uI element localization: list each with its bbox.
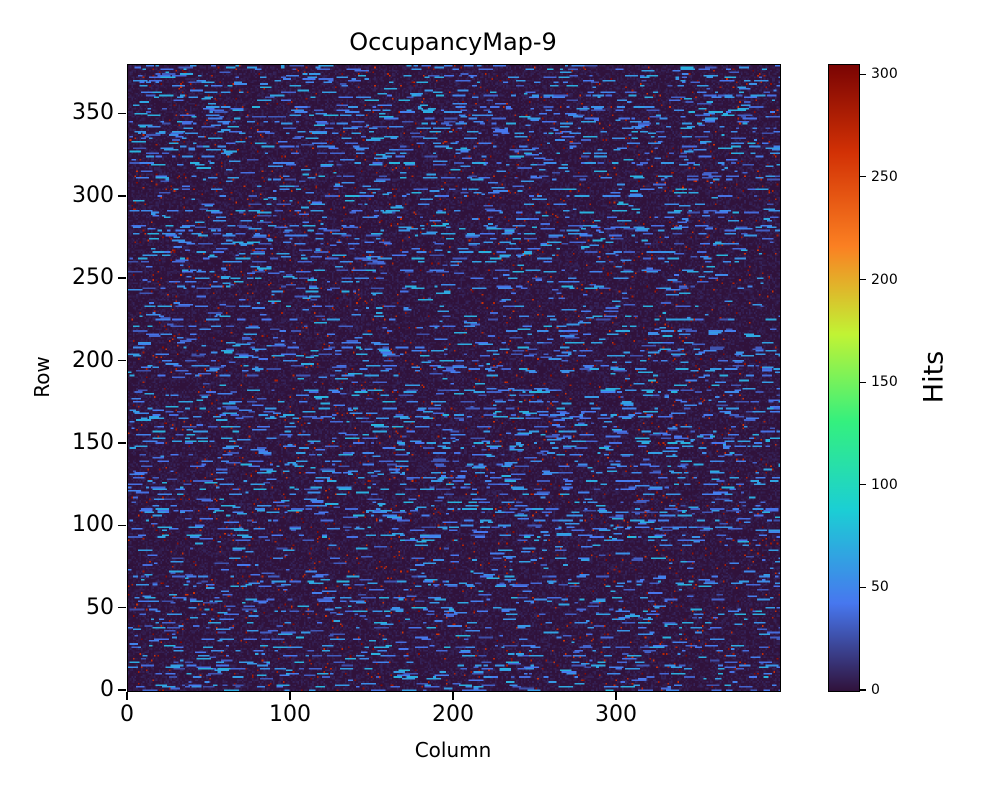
y-tick-mark	[118, 359, 126, 362]
colorbar-tick-mark	[860, 381, 866, 383]
colorbar-tick-mark	[860, 278, 866, 281]
x-tick-mark	[126, 692, 128, 700]
colorbar-tick-label: 150	[871, 374, 898, 391]
y-tick-mark	[118, 195, 126, 197]
y-tick-label: 100	[72, 512, 114, 538]
colorbar-tick-mark	[860, 586, 866, 588]
colorbar-tick-label: 200	[871, 271, 898, 288]
x-tick-label: 200	[432, 702, 474, 727]
y-tick-mark	[118, 606, 126, 609]
y-tick-label: 300	[72, 182, 114, 208]
y-tick-label: 250	[72, 265, 114, 291]
colorbar-tick-label: 100	[871, 476, 898, 493]
chart-title: OccupancyMap-9	[349, 28, 557, 56]
x-tick-label: 100	[269, 702, 311, 727]
heatmap-canvas	[128, 65, 780, 691]
x-tick-mark	[615, 692, 617, 700]
colorbar-label: Hits	[918, 350, 950, 404]
x-axis-label: Column	[414, 738, 492, 762]
colorbar	[828, 64, 860, 692]
colorbar-tick-label: 250	[871, 168, 898, 185]
y-tick-mark	[118, 689, 126, 691]
y-tick-label: 150	[72, 429, 114, 455]
colorbar-tick-label: 50	[871, 579, 889, 596]
y-tick-label: 50	[86, 594, 114, 620]
x-tick-label: 0	[120, 702, 134, 727]
y-tick-mark	[118, 277, 126, 279]
y-tick-mark	[118, 112, 126, 115]
y-tick-label: 350	[72, 100, 114, 126]
colorbar-tick-mark	[860, 689, 866, 691]
colorbar-tick-mark	[860, 484, 866, 486]
heatmap-plot-area	[127, 64, 781, 692]
colorbar-tick-label: 300	[871, 66, 898, 83]
x-tick-mark	[289, 692, 291, 700]
y-axis-label: Row	[30, 356, 54, 398]
colorbar-tick-mark	[860, 176, 866, 178]
y-tick-label: 0	[100, 677, 114, 702]
colorbar-tick-label: 0	[871, 682, 880, 698]
y-tick-mark	[118, 442, 126, 444]
y-tick-label: 200	[72, 347, 114, 373]
y-tick-mark	[118, 524, 126, 526]
x-tick-label: 300	[595, 702, 637, 727]
colorbar-tick-mark	[860, 73, 866, 75]
x-tick-mark	[452, 692, 454, 700]
